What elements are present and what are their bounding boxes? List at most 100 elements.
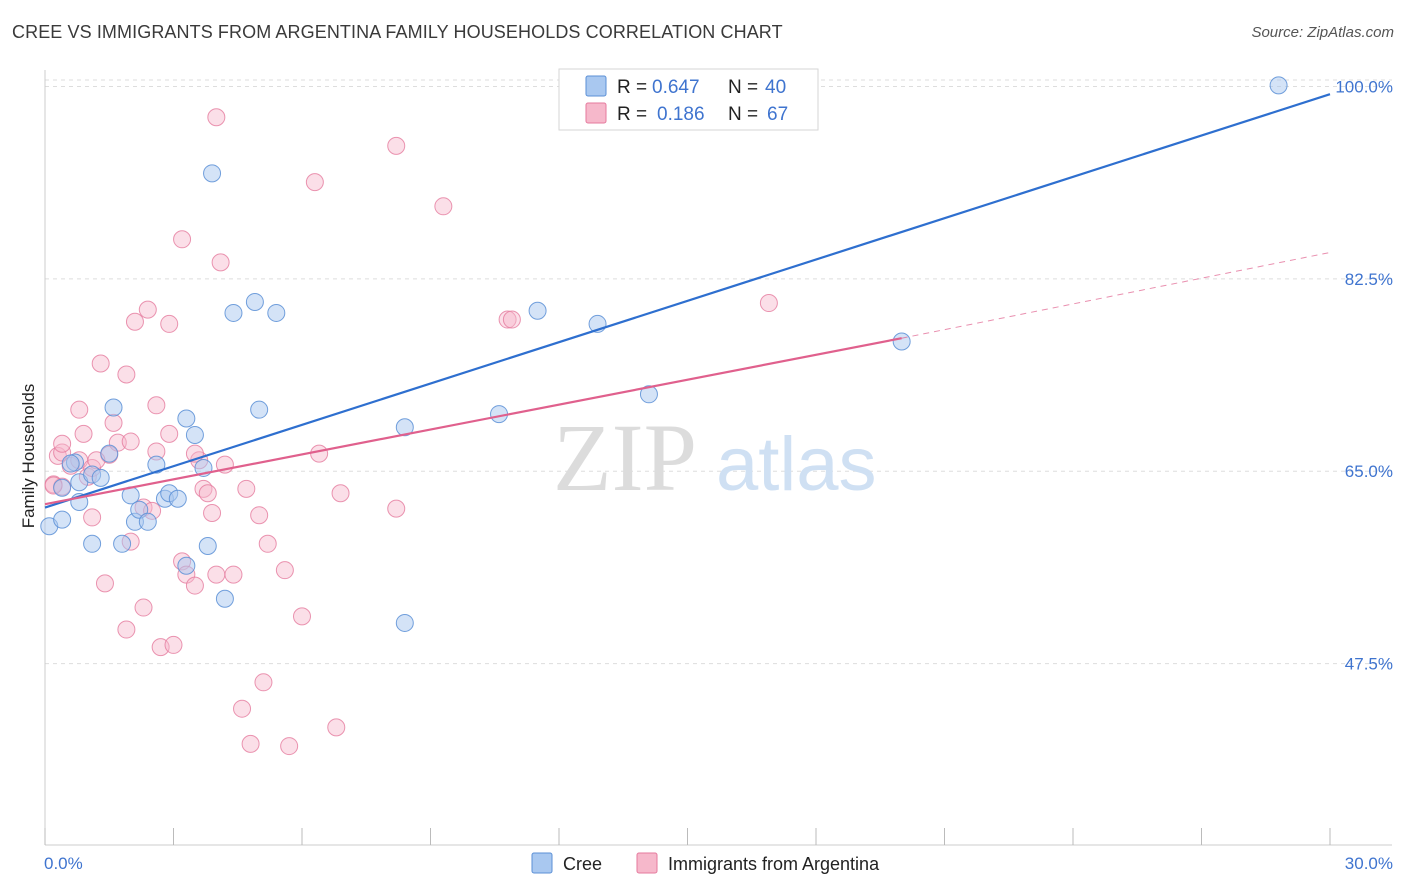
argentina-point bbox=[498, 310, 517, 329]
y-tick-label: 82.5% bbox=[1345, 270, 1393, 289]
cree-point bbox=[147, 455, 166, 474]
legend-swatch-argentina bbox=[585, 102, 607, 124]
legend-cree-n-value: 40 bbox=[765, 77, 786, 98]
cree-point bbox=[168, 489, 187, 508]
legend-cree-r-label: R = bbox=[617, 77, 647, 98]
bottom-legend-cree: Cree bbox=[563, 854, 602, 874]
watermark-atlas: atlas bbox=[716, 422, 877, 507]
argentina-point bbox=[237, 479, 256, 498]
cree-trend-line bbox=[44, 93, 1331, 509]
argentina-point bbox=[164, 635, 183, 654]
cree-point bbox=[1269, 76, 1288, 95]
argentina-point bbox=[250, 506, 269, 525]
cree-point bbox=[224, 303, 243, 322]
argentina-point bbox=[198, 484, 217, 503]
x-tick-label-max: 30.0% bbox=[1345, 854, 1393, 873]
cree-point bbox=[267, 303, 286, 322]
argentina-point bbox=[258, 534, 277, 553]
argentina-point bbox=[502, 310, 521, 329]
argentina-point bbox=[117, 620, 136, 639]
argentina-point bbox=[310, 444, 329, 463]
argentina-point bbox=[387, 136, 406, 155]
cree-point bbox=[395, 613, 414, 632]
axes bbox=[44, 70, 1392, 846]
cree-point bbox=[177, 409, 196, 428]
bottom-legend: Cree Immigrants from Argentina bbox=[531, 852, 880, 874]
argentina-point bbox=[207, 108, 226, 127]
argentina-point bbox=[331, 484, 350, 503]
cree-point bbox=[113, 534, 132, 553]
cree-point bbox=[250, 400, 269, 419]
argentina-point bbox=[207, 565, 226, 584]
cree-point bbox=[203, 164, 222, 183]
argentina-point bbox=[134, 598, 153, 617]
cree-point bbox=[198, 536, 217, 555]
argentina-point bbox=[74, 424, 93, 443]
y-tick-label: 100.0% bbox=[1335, 77, 1393, 96]
cree-point bbox=[177, 556, 196, 575]
argentina-point bbox=[254, 673, 273, 692]
cree-point bbox=[245, 292, 264, 311]
cree-point bbox=[104, 398, 123, 417]
bottom-legend-swatch-cree bbox=[531, 852, 553, 874]
cree-point bbox=[100, 444, 119, 463]
watermark: ZIP atlas bbox=[553, 404, 877, 511]
x-tick-label-min: 0.0% bbox=[44, 854, 83, 873]
argentina-point bbox=[434, 197, 453, 216]
argentina-point bbox=[211, 253, 230, 272]
legend-arg-r-label: R = bbox=[617, 104, 647, 125]
argentina-point bbox=[233, 699, 252, 718]
cree-point bbox=[395, 418, 414, 437]
argentina-point bbox=[241, 734, 260, 753]
trend-lines bbox=[44, 93, 1331, 509]
legend: R = 0.647 N = 40 R = 0.186 N = 67 bbox=[558, 68, 819, 131]
argentina-point bbox=[160, 314, 179, 333]
y-tick-labels: 47.5% 65.0% 82.5% 100.0% bbox=[1335, 77, 1393, 673]
argentina-point bbox=[387, 499, 406, 518]
bottom-legend-swatch-argentina bbox=[636, 852, 658, 874]
argentina-point bbox=[138, 300, 157, 319]
legend-swatch-cree bbox=[585, 75, 607, 97]
argentina-point bbox=[53, 434, 72, 453]
cree-point bbox=[528, 301, 547, 320]
argentina-point bbox=[125, 312, 144, 331]
argentina-point bbox=[70, 400, 89, 419]
cree-point bbox=[53, 510, 72, 529]
argentina-point bbox=[185, 576, 204, 595]
argentina-point bbox=[83, 508, 102, 527]
argentina-point bbox=[203, 504, 222, 523]
argentina-point bbox=[224, 565, 243, 584]
legend-arg-r-value: 0.186 bbox=[657, 104, 705, 125]
watermark-zip: ZIP bbox=[553, 404, 697, 511]
y-axis-title: Family Households bbox=[19, 384, 38, 529]
bottom-legend-argentina: Immigrants from Argentina bbox=[668, 854, 880, 874]
grid-lines bbox=[45, 79, 1392, 665]
argentina-point bbox=[173, 230, 192, 249]
x-ticks bbox=[44, 828, 1331, 845]
legend-cree-n-label: N = bbox=[728, 77, 758, 98]
cree-point bbox=[61, 454, 80, 473]
legend-cree-r-value: 0.647 bbox=[652, 77, 700, 98]
cree-point bbox=[83, 534, 102, 553]
cree-point bbox=[91, 468, 110, 487]
cree-point bbox=[53, 478, 72, 497]
chart-title: CREE VS IMMIGRANTS FROM ARGENTINA FAMILY… bbox=[12, 22, 783, 42]
argentina-point bbox=[293, 607, 311, 626]
argentina-point bbox=[275, 561, 294, 580]
argentina-point bbox=[117, 365, 136, 384]
series-cree bbox=[40, 76, 1288, 632]
argentina-point bbox=[305, 173, 324, 192]
y-tick-label: 47.5% bbox=[1345, 655, 1393, 674]
argentina-point bbox=[104, 413, 123, 432]
legend-arg-n-value: 67 bbox=[767, 104, 788, 125]
argentina-point bbox=[759, 294, 778, 313]
y-tick-label: 65.0% bbox=[1345, 462, 1393, 481]
cree-point bbox=[892, 332, 911, 351]
cree-point bbox=[138, 512, 157, 531]
cree-point bbox=[639, 385, 658, 404]
cree-point bbox=[215, 589, 234, 608]
source-label: Source: ZipAtlas.com bbox=[1251, 24, 1394, 41]
argentina-point bbox=[327, 718, 346, 737]
argentina-point bbox=[95, 574, 114, 593]
